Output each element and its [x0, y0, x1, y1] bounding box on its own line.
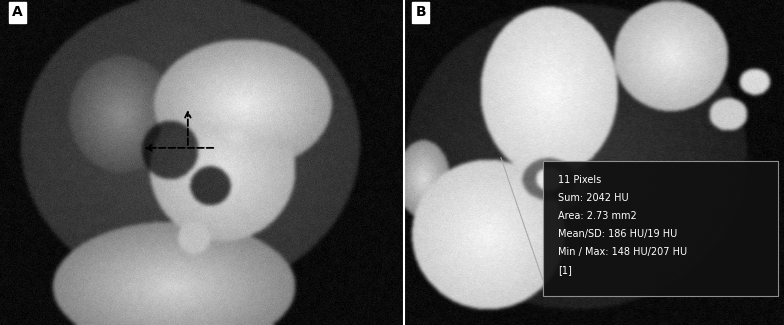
Text: Sum: 2042 HU: Sum: 2042 HU	[558, 193, 629, 203]
Text: A: A	[12, 5, 23, 19]
Text: Mean/SD: 186 HU/19 HU: Mean/SD: 186 HU/19 HU	[558, 229, 677, 239]
Text: [1]: [1]	[558, 266, 572, 275]
Text: 11 Pixels: 11 Pixels	[558, 175, 601, 185]
Text: B: B	[416, 5, 426, 19]
Text: Area: 2.73 mm2: Area: 2.73 mm2	[558, 211, 637, 221]
FancyBboxPatch shape	[543, 161, 779, 296]
Text: Min / Max: 148 HU/207 HU: Min / Max: 148 HU/207 HU	[558, 247, 687, 257]
